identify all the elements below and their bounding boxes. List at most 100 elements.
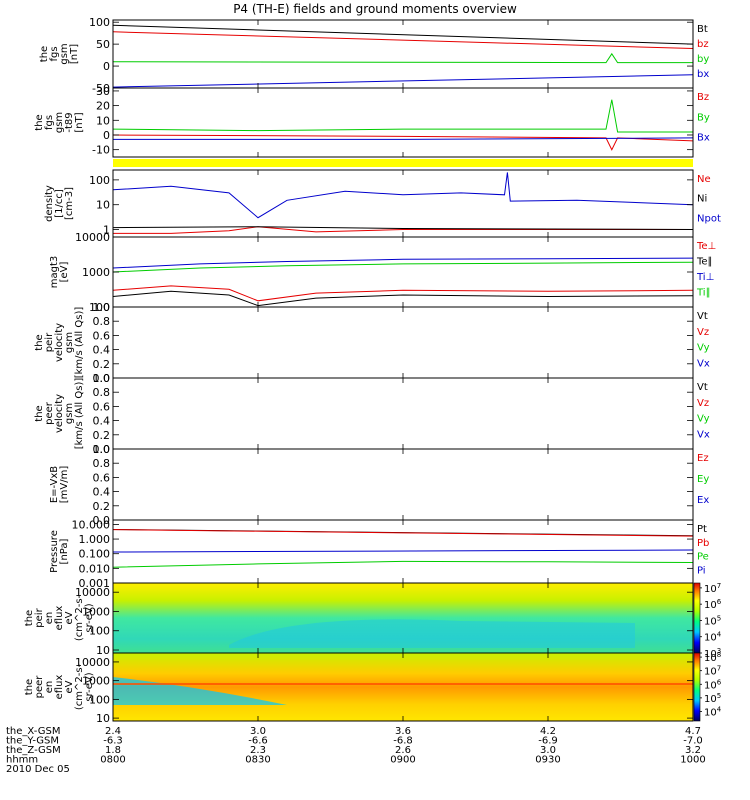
plot-area bbox=[113, 307, 693, 378]
x-row-value: -6.6 bbox=[248, 736, 268, 747]
colorbar-tick-label: 107 bbox=[704, 582, 721, 595]
x-axis-labels: the_X-GSM 2.4 3.0 3.6 4.2 4.7 the_Y-GSM -6.3 -6.… bbox=[6, 726, 706, 775]
y-axis-label: fgs bbox=[44, 115, 55, 130]
y-tick-label: 10000 bbox=[75, 586, 110, 599]
spectrogram-band bbox=[229, 619, 635, 648]
legend-Te∥: Te∥ bbox=[696, 257, 713, 268]
y-tick-label: 0.2 bbox=[93, 429, 111, 442]
y-tick-label: 1 bbox=[103, 224, 110, 237]
y-axis-label: gsm bbox=[54, 112, 65, 133]
series-Npot bbox=[112, 172, 694, 219]
legend-Te⊥: Te⊥ bbox=[696, 241, 716, 252]
y-tick-label: 0.8 bbox=[93, 457, 111, 470]
x-row-value: 3.0 bbox=[250, 726, 266, 737]
y-tick-label: 0.100 bbox=[79, 548, 111, 561]
series-Ti∥ bbox=[112, 261, 694, 273]
series-Ni bbox=[112, 226, 694, 230]
x-row-value: -6.3 bbox=[103, 736, 123, 747]
plot-area bbox=[113, 378, 693, 449]
spectrogram bbox=[113, 653, 693, 721]
y-tick-label: 100 bbox=[89, 301, 110, 314]
series-by bbox=[112, 52, 693, 64]
y-axis-label: eV bbox=[64, 680, 75, 693]
y-axis-label: fgs bbox=[49, 46, 60, 61]
legend-Vz: Vz bbox=[697, 398, 709, 409]
series-Te∥ bbox=[112, 290, 694, 307]
y-tick-label: 10 bbox=[96, 712, 110, 725]
y-tick-label: 10000 bbox=[75, 231, 110, 244]
x-row-value: -7.0 bbox=[683, 736, 703, 747]
legend-Ti∥: Ti∥ bbox=[696, 288, 711, 299]
y-axis-label: [nT] bbox=[74, 112, 85, 132]
legend-Vx: Vx bbox=[697, 429, 710, 440]
series-Bt bbox=[112, 24, 694, 45]
y-axis-label: en bbox=[44, 681, 55, 694]
y-axis-label: eV bbox=[64, 611, 75, 624]
y-axis-label: (cm^2-s- bbox=[74, 594, 85, 641]
colorbar-tick-label: 106 bbox=[704, 598, 722, 611]
x-row-label: hhmm bbox=[6, 755, 38, 766]
y-axis-label: sr-eV) bbox=[84, 603, 95, 632]
y-tick-label: 1000 bbox=[82, 266, 110, 279]
y-tick-label: 1000 bbox=[82, 605, 110, 618]
y-tick-label: 10 bbox=[96, 114, 110, 127]
y-tick-label: 10 bbox=[96, 199, 110, 212]
x-row-value: 0900 bbox=[390, 755, 415, 766]
y-tick-label: 0.010 bbox=[79, 562, 111, 575]
y-axis-label: magt3 bbox=[49, 256, 60, 289]
y-axis-label: gsm bbox=[64, 332, 75, 353]
legend-by: by bbox=[697, 54, 709, 65]
x-row-value: 2.6 bbox=[395, 745, 411, 756]
series-Pe bbox=[112, 560, 694, 568]
legend-Pt: Pt bbox=[697, 524, 707, 535]
yellow-strip bbox=[113, 159, 693, 167]
panel-2: Bz By Bx 30 2010 0 -10 the fgs gsm -t89 [nT] bbox=[34, 85, 710, 158]
y-axis-label: peir bbox=[34, 607, 45, 627]
y-axis-label: gsm bbox=[64, 403, 75, 424]
legend-bz: bz bbox=[697, 39, 709, 50]
panel-frame bbox=[112, 448, 694, 521]
y-tick-label: 0.001 bbox=[79, 577, 111, 590]
legend-Vt: Vt bbox=[697, 382, 708, 393]
y-tick-label: 0.0 bbox=[93, 372, 111, 385]
colorbar bbox=[693, 652, 701, 722]
y-tick-label: 10000 bbox=[75, 656, 110, 669]
series-bx bbox=[112, 74, 694, 88]
panel-frame bbox=[112, 377, 694, 450]
y-tick-label: 1.000 bbox=[79, 533, 111, 546]
x-row-value: 4.7 bbox=[685, 726, 701, 737]
y-axis-label: sr-eV) bbox=[84, 672, 95, 701]
date-label: 2010 Dec 05 bbox=[6, 764, 70, 775]
x-row-value: 3.2 bbox=[685, 745, 701, 756]
series-Bx bbox=[113, 137, 694, 140]
colorbar-tick-label: 106 bbox=[704, 678, 722, 691]
y-axis-label: the bbox=[34, 334, 45, 350]
legend-Ne: Ne bbox=[697, 174, 711, 185]
legend-Pb: Pb bbox=[697, 538, 709, 549]
y-axis-label: the bbox=[24, 610, 35, 626]
y-axis-label: the bbox=[34, 114, 45, 130]
x-row-value: 1.8 bbox=[105, 745, 121, 756]
y-tick-label: 0.0 bbox=[93, 514, 111, 527]
x-row-value: 2.4 bbox=[105, 726, 121, 737]
y-axis-label: E=-VxB bbox=[49, 466, 60, 503]
plot-area bbox=[113, 20, 693, 88]
y-tick-label: 0.6 bbox=[93, 471, 111, 484]
colorbar-tick-label: 107 bbox=[704, 665, 721, 678]
colorbar-tick-label: 105 bbox=[704, 614, 721, 627]
legend-Ez: Ez bbox=[697, 453, 709, 464]
y-tick-label: -50 bbox=[92, 82, 110, 95]
y-axis-label: [nT] bbox=[69, 44, 80, 64]
y-tick-label: 0.2 bbox=[93, 500, 111, 513]
y-axis-label: Pressure bbox=[49, 530, 60, 573]
y-axis-label: [eV] bbox=[59, 262, 70, 283]
y-axis-label: peer bbox=[44, 401, 55, 425]
y-axis-label: gsm bbox=[59, 43, 70, 64]
y-tick-label: 0.2 bbox=[93, 358, 111, 371]
y-axis-label: -t89 bbox=[64, 112, 75, 132]
legend-Vx: Vx bbox=[697, 358, 710, 369]
x-row-label: the_Y-GSM bbox=[6, 736, 59, 747]
y-tick-label: 0.4 bbox=[93, 486, 111, 499]
